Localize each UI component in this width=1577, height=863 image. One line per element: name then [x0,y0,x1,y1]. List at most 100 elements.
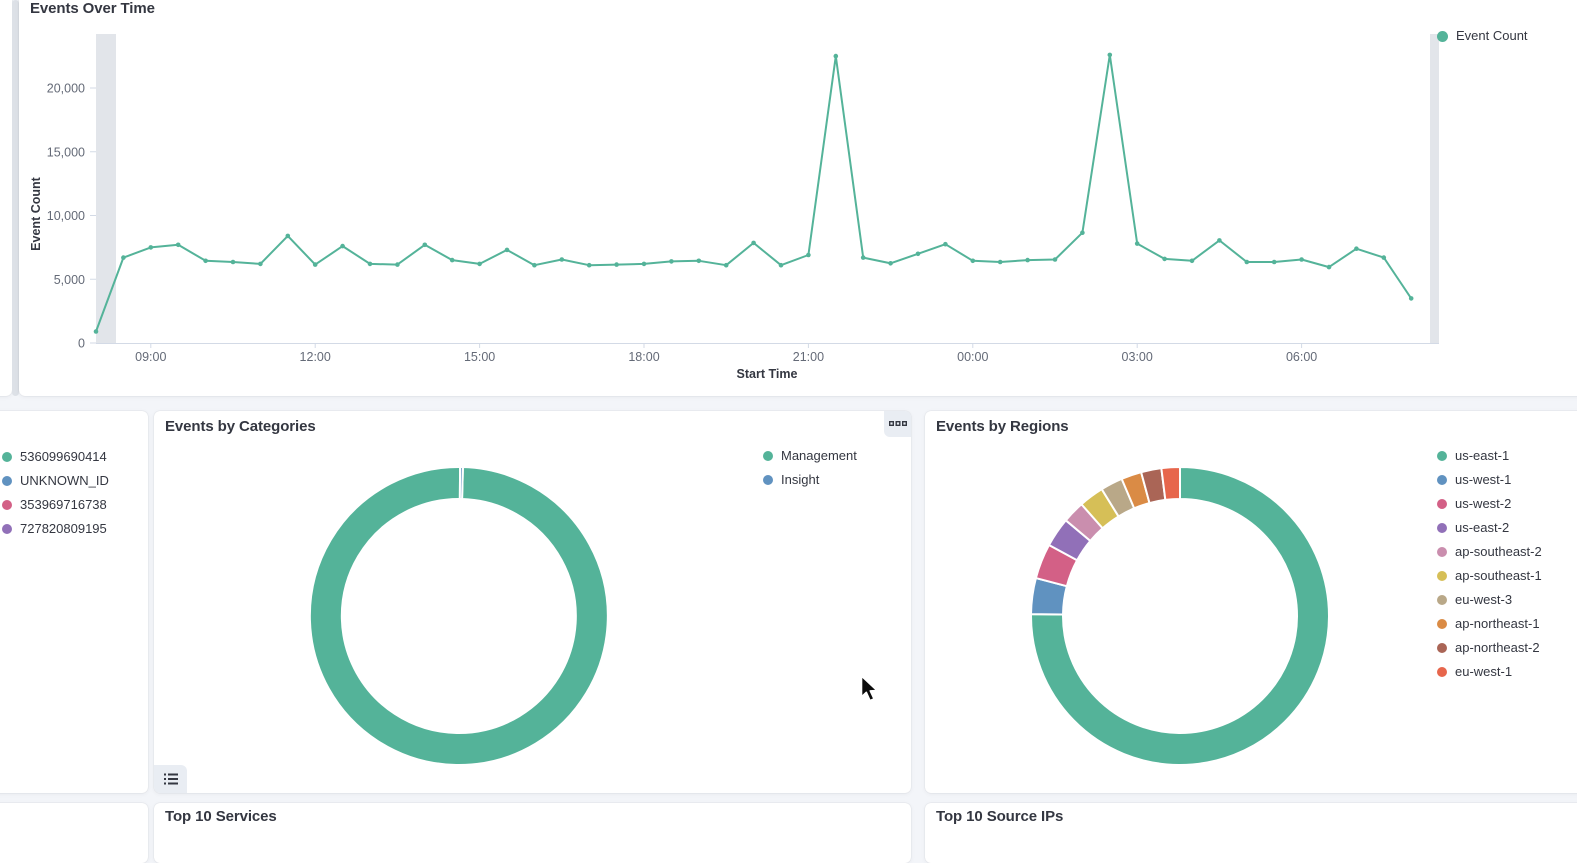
legend-item-us-west-1[interactable]: us-west-1 [1437,468,1542,492]
legend-dot [1437,595,1447,605]
legend-item-eu-west-1[interactable]: eu-west-1 [1437,660,1542,684]
y-tick-label: 20,000 [47,82,85,96]
x-tick-label: 09:00 [135,350,166,364]
data-point[interactable] [1354,246,1359,251]
legend-item-us-east-1[interactable]: us-east-1 [1437,444,1542,468]
donut-slice-Management[interactable] [308,465,609,766]
legend-item-Management[interactable]: Management [763,444,857,468]
data-point[interactable] [1271,259,1277,265]
data-point[interactable] [751,240,756,246]
data-point[interactable] [1217,238,1222,243]
data-point[interactable] [888,261,893,266]
data-point[interactable] [614,262,619,267]
data-point[interactable] [395,262,400,267]
legend-dot [1437,451,1447,461]
donut-slice-eu-west-1[interactable] [1160,465,1181,501]
x-tick-label: 18:00 [628,350,659,364]
legend-item-UNKNOWN_ID[interactable]: UNKNOWN_ID [2,469,109,493]
legend-label: ap-southeast-1 [1455,568,1542,583]
data-point[interactable] [1080,230,1085,235]
panel-options-button[interactable] [884,411,911,437]
data-point[interactable] [1408,296,1414,301]
data-point[interactable] [1134,241,1140,246]
data-point[interactable] [477,261,482,267]
data-point[interactable] [285,233,291,239]
legend-item-ap-southeast-2[interactable]: ap-southeast-2 [1437,540,1542,564]
data-point[interactable] [943,241,948,247]
data-point[interactable] [1107,52,1113,58]
legend-item-ap-southeast-1[interactable]: ap-southeast-1 [1437,564,1542,588]
cut-panel-top-left [0,0,12,396]
data-point[interactable] [970,258,976,264]
legend-label: eu-west-3 [1455,592,1513,607]
data-point[interactable] [1244,259,1250,265]
data-point[interactable] [340,243,345,249]
data-point[interactable] [1025,257,1030,263]
data-point[interactable] [641,261,647,267]
panel-top-services: Top 10 Services [154,803,911,863]
legend-dot [1437,547,1447,557]
legend-item-353969716738[interactable]: 353969716738 [2,493,109,517]
data-point[interactable] [422,242,428,248]
data-point[interactable] [1162,256,1167,262]
x-tick-label: 15:00 [464,350,495,364]
regions-donut-chart[interactable] [925,411,1577,793]
data-point[interactable] [1189,258,1195,264]
legend-dot [1437,475,1447,485]
donut-slice-us-east-1[interactable] [1030,466,1330,766]
data-point[interactable] [148,245,154,250]
data-point[interactable] [669,259,674,264]
legend-item-ap-northeast-1[interactable]: ap-northeast-1 [1437,612,1542,636]
x-tick-label: 21:00 [793,350,824,364]
line-chart-legend: Event Count [1437,24,1528,48]
y-tick-label: 5,000 [54,273,85,287]
legend-item-eu-west-3[interactable]: eu-west-3 [1437,588,1542,612]
data-point[interactable] [586,262,592,268]
legend-label: UNKNOWN_ID [20,473,109,488]
data-point[interactable] [806,252,811,258]
donut-slice-Insight[interactable] [458,466,464,501]
panel-events-over-time: Events Over Time [19,0,1577,396]
data-point[interactable] [175,242,181,248]
legend-dot [1437,571,1447,581]
events-over-time-chart[interactable]: 0 5,000 10,000 15,000 20,000 09:00 12:00 15:00 1… [0,0,1577,400]
data-point[interactable] [778,262,784,268]
data-point[interactable] [230,259,236,265]
data-point[interactable] [121,255,126,260]
data-point[interactable] [915,251,921,257]
legend-item-536099690414[interactable]: 536099690414 [2,445,109,469]
legend-dot [2,476,12,486]
vertical-scrollbar[interactable] [12,0,19,396]
data-point[interactable] [1381,255,1387,260]
legend-item-us-east-2[interactable]: us-east-2 [1437,516,1542,540]
legend-dot [2,524,12,534]
legend-item-Insight[interactable]: Insight [763,468,857,492]
legend-item-us-west-2[interactable]: us-west-2 [1437,492,1542,516]
data-point[interactable] [1052,257,1058,262]
legend-item-Event Count[interactable]: Event Count [1437,24,1528,48]
data-point[interactable] [723,262,729,268]
data-point[interactable] [258,261,263,267]
legend-toggle-button[interactable] [154,765,187,793]
data-point[interactable] [997,259,1003,265]
data-point[interactable] [367,261,373,267]
data-point[interactable] [532,262,537,268]
data-point[interactable] [312,262,318,267]
legend-item-ap-northeast-2[interactable]: ap-northeast-2 [1437,636,1542,660]
data-point[interactable] [696,258,702,264]
data-point[interactable] [1299,257,1304,262]
data-point[interactable] [559,257,565,262]
legend-dot [1437,619,1447,629]
data-point[interactable] [833,53,839,59]
categories-donut-chart[interactable] [154,411,911,793]
data-point[interactable] [449,257,455,263]
legend-label: Event Count [1456,28,1528,43]
data-point[interactable] [93,329,99,334]
data-point[interactable] [860,255,866,260]
legend-item-727820809195[interactable]: 727820809195 [2,517,109,541]
mouse-cursor [860,675,878,702]
cut-panel-bottom-left [0,803,148,863]
data-point[interactable] [504,247,510,253]
data-point[interactable] [1326,264,1332,270]
data-point[interactable] [203,258,208,264]
